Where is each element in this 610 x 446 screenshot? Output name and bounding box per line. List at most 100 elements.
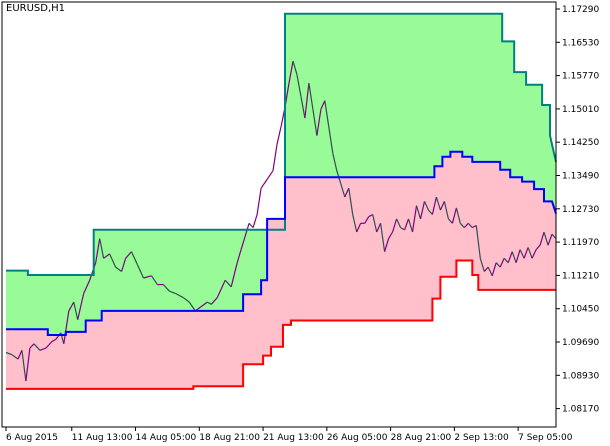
price-segment (304, 83, 310, 119)
price-segment (73, 301, 79, 320)
price-segment (25, 348, 31, 382)
price-segment (316, 109, 322, 136)
price-segment (183, 297, 190, 303)
price-segment (519, 249, 525, 259)
x-tick-label: 21 Aug 13:00 (263, 433, 324, 443)
price-segment (130, 251, 139, 266)
y-tick-label: 1.08170 (562, 405, 599, 415)
x-tick-label: 18 Aug 21:00 (199, 433, 260, 443)
price-segment (376, 223, 382, 233)
price-segment (169, 290, 176, 294)
price-segment (115, 266, 122, 272)
price-segment (419, 201, 426, 220)
price-segment (11, 354, 19, 360)
y-tick-label: 1.09690 (562, 338, 599, 348)
price-segment (435, 196, 441, 211)
upper-channel-line (6, 12, 557, 276)
price-segment (68, 301, 75, 312)
price-segment (463, 222, 469, 229)
price-segment (151, 275, 158, 285)
price-segment (288, 60, 294, 84)
price-segment (423, 201, 430, 211)
price-segment (200, 301, 208, 307)
price-segment (472, 224, 477, 229)
middle-channel-line (6, 150, 557, 336)
upper-zone-fill (6, 13, 556, 336)
price-segment (459, 222, 465, 229)
price-segment (162, 284, 170, 292)
x-tick-label: 2 Sep 13:00 (454, 433, 509, 443)
lower-channel-line (6, 259, 556, 390)
price-segment (300, 96, 306, 119)
price-segment (547, 233, 553, 246)
price-segment (39, 347, 47, 351)
price-segment (431, 196, 437, 215)
price-segment (260, 179, 268, 189)
price-segment (296, 74, 302, 97)
price-segment (499, 258, 505, 268)
price-segment (507, 251, 513, 263)
price-segment (396, 218, 402, 228)
price-segment (210, 297, 218, 305)
price-segment (523, 247, 529, 259)
price-segment (495, 262, 501, 268)
price-segment (467, 222, 473, 229)
price-segment (380, 223, 386, 252)
price-segment (539, 231, 545, 246)
price-segment (248, 222, 254, 229)
price-segment (455, 207, 461, 224)
price-segment (551, 233, 557, 240)
price-segment (83, 279, 91, 294)
price-segment (95, 238, 101, 263)
price-segment (447, 218, 453, 224)
price-segment (364, 216, 370, 224)
price-segment (312, 109, 318, 136)
price-segment (5, 351, 13, 356)
price-segment (543, 231, 549, 246)
price-segment (479, 258, 485, 272)
y-tick-label: 1.15770 (562, 72, 599, 82)
price-segment (348, 188, 354, 215)
price-segment (372, 214, 378, 233)
price-segment (292, 60, 298, 75)
price-segment (503, 257, 509, 264)
price-segment (103, 253, 110, 259)
price-segment (352, 214, 358, 233)
price-segment (511, 251, 517, 263)
x-tick-label: 26 Aug 05:00 (327, 433, 388, 443)
y-tick-label: 1.11970 (562, 238, 599, 248)
price-segment (109, 253, 117, 268)
price-segment (384, 238, 390, 252)
price-segment (451, 207, 457, 224)
price-segment (143, 275, 152, 279)
price-segment (392, 218, 398, 233)
price-segment (175, 292, 184, 299)
price-segment (328, 126, 334, 154)
price-segment (428, 209, 433, 215)
price-segment (404, 218, 410, 231)
price-segment (332, 153, 338, 171)
y-tick-label: 1.11210 (562, 271, 599, 281)
price-segment (344, 187, 350, 198)
price-segment (51, 338, 57, 343)
price-segment (272, 144, 278, 171)
price-segment (256, 188, 262, 215)
price-segment (33, 343, 41, 351)
price-segment (535, 244, 541, 251)
price-segment (276, 126, 282, 145)
price-segment (236, 249, 242, 263)
price-segment (17, 350, 23, 360)
price-segment (29, 343, 35, 349)
y-tick-label: 1.13490 (562, 172, 599, 182)
price-segment (224, 279, 232, 288)
price-segment (230, 262, 238, 287)
price-segment (207, 301, 212, 305)
price-segment (527, 247, 533, 259)
price-segment (220, 279, 226, 290)
plot-frame (1, 1, 557, 428)
y-tick-label: 1.10450 (562, 305, 599, 315)
price-segment (400, 227, 405, 231)
price-segment (121, 258, 127, 272)
